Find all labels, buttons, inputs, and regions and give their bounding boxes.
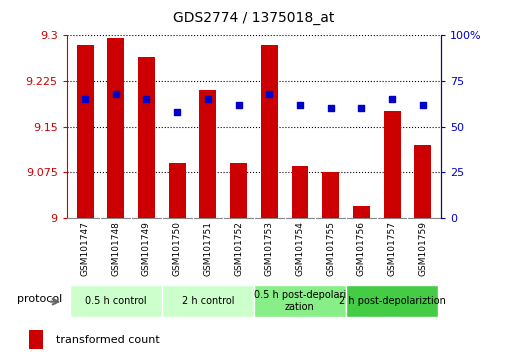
Bar bbox=[70, 285, 162, 317]
Text: 0.5 h post-depolari
zation: 0.5 h post-depolari zation bbox=[254, 290, 346, 312]
Point bbox=[143, 96, 151, 102]
Bar bbox=[353, 206, 370, 218]
Text: GSM101756: GSM101756 bbox=[357, 221, 366, 276]
Bar bbox=[384, 112, 401, 218]
Text: GSM101755: GSM101755 bbox=[326, 221, 335, 276]
Point bbox=[296, 102, 304, 108]
Bar bbox=[415, 145, 431, 218]
Text: 2 h control: 2 h control bbox=[182, 296, 234, 306]
Text: GSM101750: GSM101750 bbox=[173, 221, 182, 276]
Bar bbox=[169, 163, 186, 218]
Bar bbox=[254, 285, 346, 317]
Bar bbox=[29, 330, 43, 349]
Text: GSM101753: GSM101753 bbox=[265, 221, 274, 276]
Point bbox=[388, 96, 396, 102]
Text: protocol: protocol bbox=[16, 294, 62, 304]
Bar bbox=[346, 285, 438, 317]
Point bbox=[234, 102, 243, 108]
Text: GSM101748: GSM101748 bbox=[111, 221, 121, 276]
Point bbox=[265, 91, 273, 97]
Bar bbox=[138, 57, 155, 218]
Bar bbox=[322, 172, 339, 218]
Text: transformed count: transformed count bbox=[56, 335, 160, 345]
Text: GSM101759: GSM101759 bbox=[418, 221, 427, 276]
Text: GDS2774 / 1375018_at: GDS2774 / 1375018_at bbox=[173, 11, 334, 25]
Text: GSM101749: GSM101749 bbox=[142, 221, 151, 276]
Point bbox=[357, 105, 365, 111]
Bar bbox=[162, 285, 254, 317]
Text: GSM101751: GSM101751 bbox=[203, 221, 212, 276]
Point bbox=[204, 96, 212, 102]
Point bbox=[112, 91, 120, 97]
Point bbox=[81, 96, 89, 102]
Bar bbox=[76, 45, 93, 218]
Text: 0.5 h control: 0.5 h control bbox=[85, 296, 147, 306]
Text: GSM101754: GSM101754 bbox=[295, 221, 305, 276]
Point bbox=[173, 109, 181, 115]
Text: GSM101757: GSM101757 bbox=[387, 221, 397, 276]
Text: GSM101747: GSM101747 bbox=[81, 221, 90, 276]
Point bbox=[327, 105, 335, 111]
Bar bbox=[291, 166, 308, 218]
Text: 2 h post-depolariztion: 2 h post-depolariztion bbox=[339, 296, 445, 306]
Bar bbox=[107, 39, 124, 218]
Bar bbox=[261, 45, 278, 218]
Text: GSM101752: GSM101752 bbox=[234, 221, 243, 276]
Bar bbox=[200, 90, 216, 218]
Bar bbox=[230, 163, 247, 218]
Point bbox=[419, 102, 427, 108]
